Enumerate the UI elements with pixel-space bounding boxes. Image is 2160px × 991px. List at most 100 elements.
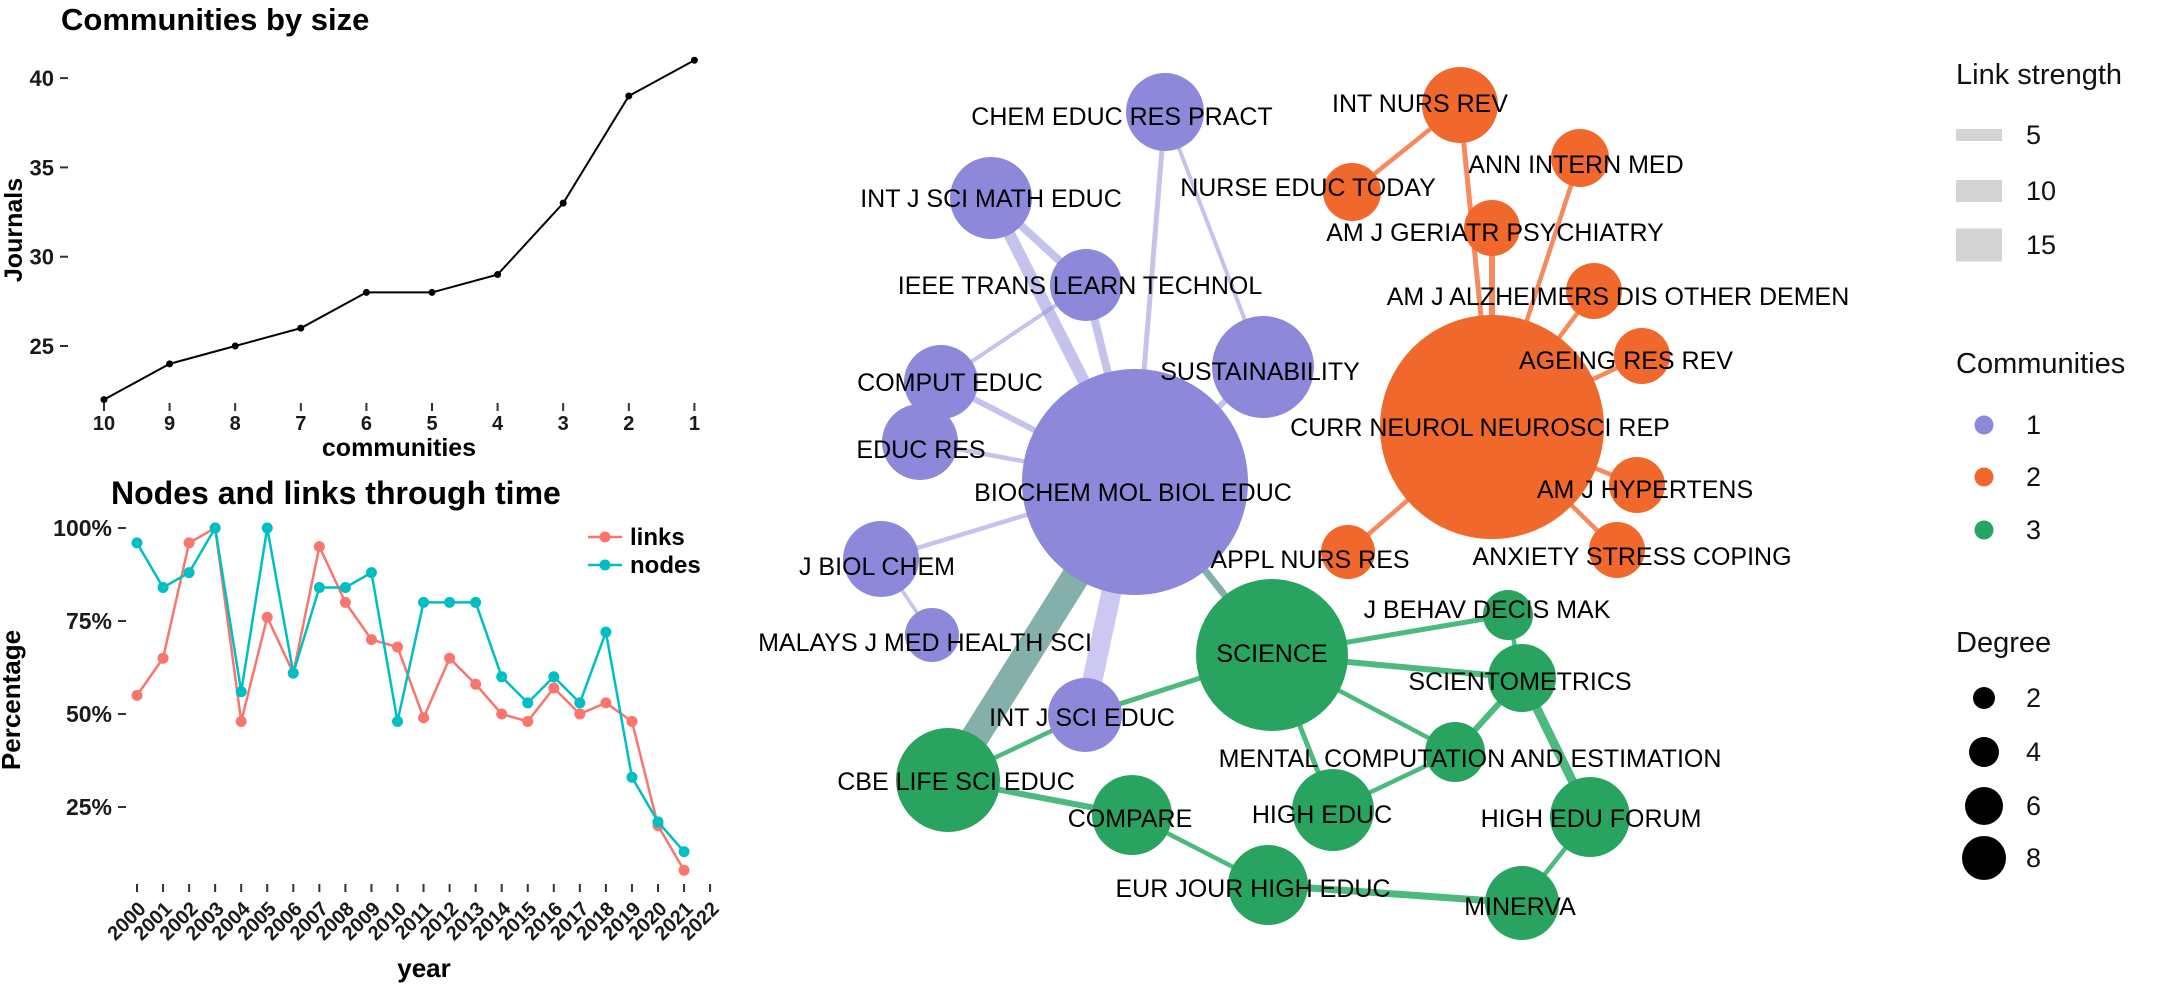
chart2-data-point-links: [522, 715, 534, 727]
chart1-data-point: [297, 324, 305, 332]
chart1-data-point: [559, 199, 567, 207]
chart2-data-point-nodes: [678, 846, 690, 858]
network-node-high-edu-forum: [1550, 777, 1630, 857]
chart1-data-point: [166, 360, 174, 368]
network-node-label: APPL NURS RES: [1210, 546, 1409, 574]
network-node-label: AM J ALZHEIMERS DIS OTHER DEMEN: [1387, 283, 1850, 311]
chart2-series-line-nodes: [135, 524, 685, 853]
network-node-scientometrics: [1488, 644, 1556, 712]
chart2-data-point-links: [392, 641, 403, 653]
network-node-nurse-educ-today: [1323, 163, 1381, 221]
network-node-educ-res: [882, 404, 958, 480]
chart2-data-point-nodes: [287, 667, 299, 679]
network-node-am-j-hypertens: [1609, 457, 1665, 513]
chart2-data-point-nodes: [470, 596, 482, 608]
chart1-x-tick-label: 7: [295, 413, 306, 435]
chart2-legend-dot-nodes: [599, 559, 611, 571]
chart1-x-tick-label: 6: [361, 413, 372, 435]
chart2-data-point-links: [496, 708, 508, 720]
chart1-x-tick-label: 4: [492, 413, 504, 435]
network-node-science: [1196, 579, 1348, 731]
network-node-label: J BEHAV DECIS MAK: [1364, 596, 1611, 624]
chart1-data-point: [690, 56, 698, 64]
legend-degree-label: 2: [2026, 683, 2041, 713]
network-node-label: AM J HYPERTENS: [1537, 476, 1753, 504]
network-node-label: INT J SCI MATH EDUC: [860, 185, 1122, 213]
network-node-compare: [1092, 775, 1172, 855]
legend-community-dot: [1974, 520, 1994, 540]
chart1-title: Communities by size: [61, 2, 369, 37]
network-node-label: SCIENTOMETRICS: [1408, 668, 1631, 696]
chart1-data-point: [625, 92, 633, 100]
chart2-data-point-nodes: [444, 596, 456, 608]
network-node-label: BIOCHEM MOL BIOL EDUC: [974, 479, 1292, 507]
chart2-data-point-links: [444, 652, 456, 664]
chart2-data-point-nodes: [157, 582, 169, 594]
legend-degree-dot: [1965, 787, 2003, 825]
legend-shapes-layer: 5 10 15 1 2 3 2 4 6 8: [1956, 120, 2056, 880]
network-node-ageing-res-rev: [1614, 328, 1670, 384]
chart2-title: Nodes and links through time: [111, 475, 561, 511]
chart2-data-point-nodes: [418, 596, 430, 608]
chart1-x-tick-label: 9: [164, 413, 175, 435]
network-node-eur-jour-high-educ: [1228, 845, 1308, 925]
network-node-int-j-sci-educ: [1048, 678, 1122, 752]
chart2-data-point-links: [678, 864, 690, 876]
chart2-data-point-links: [157, 652, 169, 664]
chart1-y-tick-label: 40: [30, 66, 54, 91]
legend-degree-label: 6: [2026, 791, 2041, 821]
chart2-data-point-links: [261, 611, 273, 623]
chart2-data-point-nodes: [522, 697, 534, 709]
chart2-data-point-nodes: [365, 567, 377, 579]
legend-link-strength-swatch: [1956, 228, 2002, 262]
chart1-y-tick-label: 30: [30, 245, 54, 270]
network-node-label: COMPARE: [1068, 805, 1193, 833]
chart2-data-point-nodes: [574, 697, 586, 709]
chart2-y-tick-label: 25%: [66, 794, 112, 820]
chart2-data-point-nodes: [600, 626, 612, 638]
chart2-y-tick-label: 50%: [66, 701, 112, 727]
chart1-data-point: [494, 271, 502, 279]
network-node-malays-j-med-health-sci: [905, 608, 959, 662]
chart2-data-point-links: [235, 715, 247, 727]
legend-link-strength-swatch: [1956, 180, 2002, 202]
legend-community-dot: [1974, 415, 1994, 435]
legend-degree-dot: [1973, 687, 1995, 709]
chart2-data-point-links: [339, 596, 351, 608]
chart1-data-point: [428, 288, 436, 296]
network-node-j-biol-chem: [843, 521, 919, 597]
network-node-label: SCIENCE: [1216, 640, 1327, 668]
legend-degree-dot: [1962, 836, 2006, 880]
chart2-legend-dot-links: [599, 531, 611, 543]
network-node-label: ANXIETY STRESS COPING: [1472, 543, 1791, 571]
chart2-data-point-nodes: [261, 522, 273, 534]
legend-link-strength-label: 10: [2026, 176, 2056, 206]
legend-link-strength-title: Link strength: [1956, 59, 2122, 91]
chart2-y-tick-label: 100%: [53, 515, 112, 541]
chart1-x-tick-label: 1: [689, 413, 700, 435]
chart2-data-point-nodes: [496, 671, 508, 683]
chart1-x-tick-label: 3: [558, 413, 569, 435]
chart2-data-point-nodes: [131, 537, 143, 549]
network-node-label: AM J GERIATR PSYCHIATRY: [1326, 219, 1664, 247]
chart2-data-point-nodes: [652, 816, 664, 828]
network-node-label: MENTAL COMPUTATION AND ESTIMATION: [1219, 745, 1722, 773]
network-edge: [1267, 881, 1523, 907]
network-node-chem-educ-res-pract: [1126, 73, 1204, 151]
network-node-curr-neurol-neurosci-rep: [1380, 315, 1604, 539]
legend-degree-label: 4: [2026, 737, 2041, 767]
chart2-data-point-nodes: [183, 567, 195, 579]
chart1-x-tick-label: 5: [426, 413, 437, 435]
legend-community-label: 3: [2026, 515, 2041, 545]
network-node-int-nurs-rev: [1422, 67, 1498, 143]
legend-link-strength-swatch: [1956, 129, 2002, 141]
chart2-data-point-links: [365, 634, 377, 646]
network-node-label: CURR NEUROL NEUROSCI REP: [1290, 414, 1670, 442]
chart1-x-axis-label: communities: [322, 434, 476, 462]
network-node-ieee-trans-learn-technol: [1050, 249, 1122, 321]
chart2-data-point-links: [313, 541, 325, 553]
communities-by-size-chart: 25 30 35 40 10 9 8 7 6 5 4 3 2 1: [30, 56, 700, 435]
chart2-legend-label-nodes: nodes: [630, 552, 701, 579]
network-node-mental-computation-and-estimation: [1425, 722, 1485, 782]
